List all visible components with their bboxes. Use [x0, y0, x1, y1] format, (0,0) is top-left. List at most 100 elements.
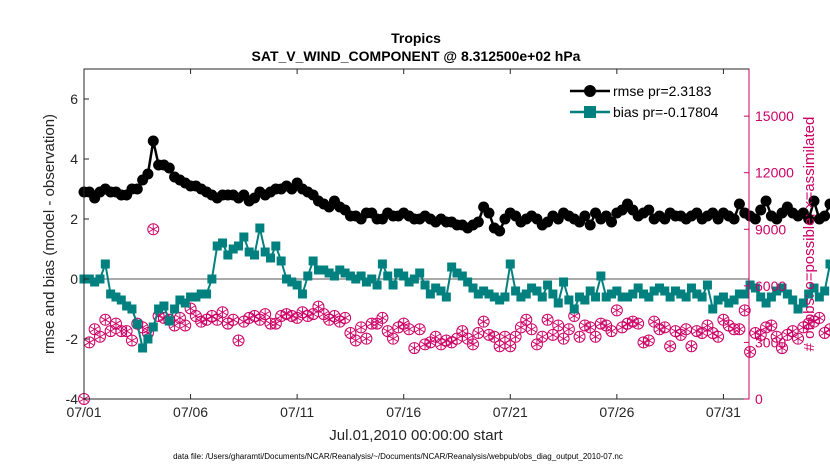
- bias-point: [132, 319, 142, 329]
- obs-point: [562, 323, 575, 336]
- bias-point: [670, 286, 680, 296]
- bias-point: [788, 295, 798, 305]
- x-axis-label: Jul.01,2010 00:00:00 start: [329, 427, 503, 444]
- bias-point: [734, 289, 744, 299]
- bias-point: [527, 283, 537, 293]
- bias-point: [207, 274, 217, 284]
- bias-point: [697, 292, 707, 302]
- bias-point: [116, 295, 126, 305]
- obs-point: [776, 342, 789, 355]
- bias-point: [159, 301, 169, 311]
- rmse-point: [755, 204, 767, 216]
- obs-point: [584, 321, 597, 334]
- bias-point: [793, 304, 803, 314]
- bias-point: [521, 289, 531, 299]
- bias-point: [260, 247, 270, 257]
- obs-point: [610, 304, 623, 317]
- bias-point: [441, 292, 451, 302]
- bias-point: [250, 250, 260, 260]
- rmse-point: [643, 204, 655, 216]
- bias-point: [234, 241, 244, 251]
- bias-point: [361, 277, 371, 287]
- rmse-point: [803, 213, 815, 225]
- obs-point: [466, 338, 479, 351]
- bias-point: [388, 280, 398, 290]
- bias-point: [692, 289, 702, 299]
- bias-point: [660, 286, 670, 296]
- bias-point: [415, 268, 425, 278]
- bias-point: [351, 274, 361, 284]
- bias-point: [313, 265, 323, 275]
- obs-point: [339, 311, 352, 324]
- obs-point: [147, 223, 160, 236]
- bias-point: [532, 286, 542, 296]
- bias-point: [473, 289, 483, 299]
- x-tick-label: 07/06: [173, 404, 208, 420]
- rmse-point: [472, 216, 484, 228]
- bias-point: [676, 289, 686, 299]
- bias-point: [148, 322, 158, 332]
- bias-point: [154, 304, 164, 314]
- bias-point: [292, 280, 302, 290]
- bias-point: [244, 247, 254, 257]
- legend-rmse-label: rmse pr=2.3183: [613, 83, 712, 99]
- bias-point: [777, 283, 787, 293]
- obs-point: [403, 323, 416, 336]
- bias-point: [255, 223, 265, 233]
- y-tick-label-left: -2: [66, 331, 79, 347]
- bias-point: [617, 292, 627, 302]
- obs-point: [259, 308, 272, 321]
- obs-point: [573, 330, 586, 343]
- bias-point: [212, 241, 222, 251]
- bias-point: [463, 277, 473, 287]
- bias-point: [553, 298, 563, 308]
- y-tick-label-left: 6: [70, 91, 78, 107]
- bias-point: [202, 289, 212, 299]
- bias-point: [218, 238, 228, 248]
- y-tick-label-left: 4: [70, 151, 78, 167]
- bias-point: [825, 259, 830, 269]
- x-tick-label: 07/01: [66, 404, 101, 420]
- bias-point: [479, 286, 489, 296]
- obs-point: [642, 334, 655, 347]
- rmse-point: [760, 195, 772, 207]
- bias-point: [164, 316, 174, 326]
- bias-point: [772, 286, 782, 296]
- bias-point: [276, 256, 286, 266]
- bias-point: [468, 283, 478, 293]
- bias-point: [106, 289, 116, 299]
- obs-point: [733, 323, 746, 336]
- rmse-point: [808, 195, 820, 207]
- rmse-point: [584, 219, 596, 231]
- obs-point: [360, 332, 373, 345]
- obs-point: [509, 330, 522, 343]
- obs-point: [712, 330, 725, 343]
- rmse-point: [749, 213, 761, 225]
- bias-point: [186, 292, 196, 302]
- bias-point: [196, 289, 206, 299]
- bias-point: [766, 292, 776, 302]
- bias-point: [335, 265, 345, 275]
- bias-point: [431, 283, 441, 293]
- bias-point: [228, 244, 238, 254]
- bias-point: [436, 286, 446, 296]
- bias-point: [489, 292, 499, 302]
- bias-point: [612, 286, 622, 296]
- x-tick-label: 07/26: [599, 404, 634, 420]
- bias-point: [686, 283, 696, 293]
- x-tick-label: 07/31: [706, 404, 741, 420]
- bias-point: [756, 292, 766, 302]
- obs-point: [93, 330, 106, 343]
- y-tick-label-right: 9000: [755, 221, 786, 237]
- bias-point: [191, 292, 201, 302]
- rmse-point: [494, 225, 506, 237]
- obs-point: [413, 323, 426, 336]
- bias-point: [516, 292, 526, 302]
- obs-point: [504, 340, 517, 353]
- bias-point: [511, 286, 521, 296]
- bias-point: [175, 295, 185, 305]
- obs-point: [179, 319, 192, 332]
- legend-rmse-marker: [584, 85, 596, 97]
- bias-point: [223, 250, 233, 260]
- obs-point: [813, 311, 826, 324]
